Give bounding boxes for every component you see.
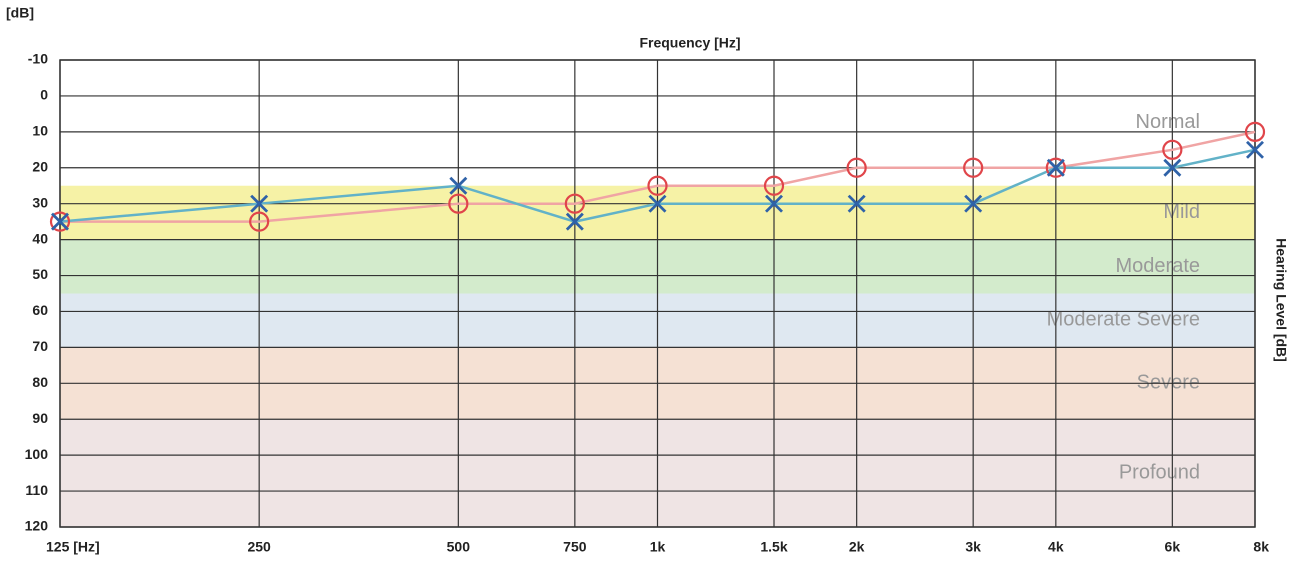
y-unit-label: [dB] [6,5,34,21]
band-label: Moderate [1116,255,1201,277]
y-tick-label: 10 [32,123,48,139]
x-tick-label: 250 [247,539,271,555]
x-tick-label: 1k [650,539,666,555]
marker [1162,139,1183,160]
y-tick-label: 80 [32,374,48,390]
marker [647,175,668,196]
x-tick-label: 6k [1165,539,1181,555]
y-tick-label: 90 [32,410,48,426]
marker [448,193,469,214]
y-tick-label: 120 [25,518,49,534]
marker [249,211,270,232]
marker [1163,158,1182,177]
y-tick-label: 50 [32,266,48,282]
marker [1045,157,1066,178]
x-tick-label: 1.5k [760,539,787,555]
chart-title: Frequency [Hz] [639,35,740,51]
x-tick-label: 8k [1253,539,1269,555]
x-tick-label: 4k [1048,539,1064,555]
marker [964,194,983,213]
y-tick-label: 70 [32,338,48,354]
marker [564,193,585,214]
y-tick-label: 30 [32,194,48,210]
y2-label: Hearing Level [dB] [1273,238,1289,362]
x-tick-label: 2k [849,539,865,555]
marker [847,194,866,213]
y-tick-label: 20 [32,158,48,174]
band-label: Moderate Severe [1047,309,1200,331]
marker [565,212,584,231]
marker [49,211,71,232]
series-line [60,130,1256,223]
y-tick-label: 110 [25,482,48,498]
marker [763,175,785,196]
band-label: Normal [1136,111,1200,133]
marker [51,212,69,231]
y-tick-label: 0 [40,87,48,103]
x-tick-label: 500 [447,539,471,555]
marker [449,176,468,195]
band-label: Profound [1119,461,1200,483]
y-tick-label: 40 [32,230,48,246]
marker [1244,121,1266,142]
marker [250,194,269,213]
y-tick-label: -10 [28,51,48,67]
x-tick-label: 125 [Hz] [46,539,100,555]
y-tick-label: 60 [32,302,48,318]
marker [648,194,667,213]
marker [963,157,984,178]
x-tick-label: 3k [965,539,981,555]
x-tick-label: 750 [563,539,587,555]
y-tick-label: 100 [25,446,49,462]
marker [1046,158,1065,177]
plot-border [59,59,1256,528]
marker [846,157,867,178]
marker [1246,140,1264,159]
band-label: Severe [1137,372,1200,394]
marker [765,194,783,213]
